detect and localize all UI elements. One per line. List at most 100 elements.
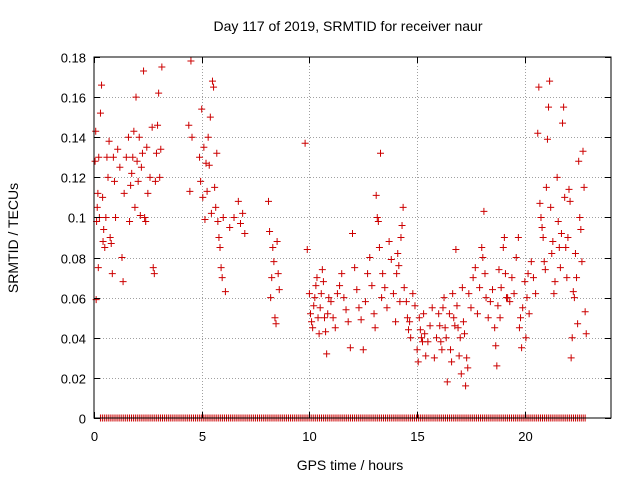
data-point [206, 113, 214, 121]
data-point [185, 121, 193, 129]
data-point [452, 246, 460, 254]
data-point [199, 193, 207, 201]
data-point [540, 258, 548, 266]
data-point [581, 308, 589, 316]
data-point [212, 203, 220, 211]
data-point [141, 213, 149, 221]
data-point [327, 298, 335, 306]
data-point [186, 187, 194, 195]
data-point [130, 127, 138, 135]
data-point [124, 133, 132, 141]
data-point [385, 238, 393, 246]
data-point [447, 346, 455, 354]
data-point [241, 229, 249, 237]
data-point [561, 193, 569, 201]
data-point [146, 173, 154, 181]
data-point [132, 93, 140, 101]
data-point [200, 143, 208, 151]
data-point [305, 290, 313, 298]
data-point [492, 342, 500, 350]
data-point [562, 244, 570, 252]
data-point [372, 191, 380, 199]
data-point [158, 63, 166, 71]
data-point [504, 294, 512, 302]
data-point [351, 264, 359, 272]
data-point [435, 310, 443, 318]
data-point [95, 153, 103, 161]
data-point [476, 284, 484, 292]
data-point [392, 318, 400, 326]
grid [94, 57, 611, 418]
data-point [521, 278, 529, 286]
data-point [455, 352, 463, 360]
data-point [320, 314, 328, 322]
data-point [549, 238, 557, 246]
data-point [105, 137, 113, 145]
data-point [378, 294, 386, 302]
data-point [361, 298, 369, 306]
data-point [219, 213, 227, 221]
y-tick-label: 0.18 [61, 51, 86, 66]
data-point [230, 213, 238, 221]
data-point [313, 274, 321, 282]
y-axis-label: SRMTID / TECUs [5, 183, 21, 293]
data-point [366, 254, 374, 262]
data-point [264, 197, 272, 205]
data-point [417, 334, 425, 342]
data-point [548, 250, 556, 258]
data-point [469, 274, 477, 282]
data-point [116, 163, 124, 171]
data-point [342, 306, 350, 314]
data-point [126, 217, 134, 225]
y-tick-label: 0.12 [61, 171, 86, 186]
y-tick-label: 0 [79, 412, 86, 427]
data-point [377, 149, 385, 157]
data-point [197, 177, 205, 185]
data-point [510, 290, 518, 298]
y-tick-label: 0.1 [68, 211, 86, 226]
data-point [306, 310, 314, 318]
data-point [416, 326, 424, 334]
data-point [355, 304, 363, 312]
data-point [577, 225, 585, 233]
data-point [508, 274, 516, 282]
data-point [459, 318, 467, 326]
data-point [273, 238, 281, 246]
data-point [563, 274, 571, 282]
data-point [413, 346, 421, 354]
data-point [150, 270, 158, 278]
data-point [578, 258, 586, 266]
x-axis-label: GPS time / hours [297, 457, 404, 473]
data-point [269, 244, 277, 252]
data-point [208, 77, 216, 85]
data-point [203, 187, 211, 195]
data-point [119, 278, 127, 286]
data-point [344, 318, 352, 326]
data-point [329, 314, 337, 322]
data-point [112, 213, 120, 221]
data-point [480, 207, 488, 215]
data-point [275, 286, 283, 294]
data-point [138, 149, 146, 157]
data-point [129, 153, 137, 161]
data-point [442, 334, 450, 342]
data-point [441, 324, 449, 332]
data-point [207, 209, 215, 217]
data-point [308, 318, 316, 326]
data-point [524, 270, 532, 278]
data-point [557, 229, 565, 237]
data-point [301, 139, 309, 147]
data-point [439, 304, 447, 312]
data-point [331, 324, 339, 332]
data-point [312, 282, 320, 290]
data-point [405, 326, 413, 334]
data-point [94, 264, 102, 272]
data-point [402, 298, 410, 306]
data-point [98, 81, 106, 89]
data-point [157, 145, 165, 153]
y-tick-label: 0.06 [61, 292, 86, 307]
data-point [204, 133, 212, 141]
data-point [144, 189, 152, 197]
data-point [546, 77, 554, 85]
